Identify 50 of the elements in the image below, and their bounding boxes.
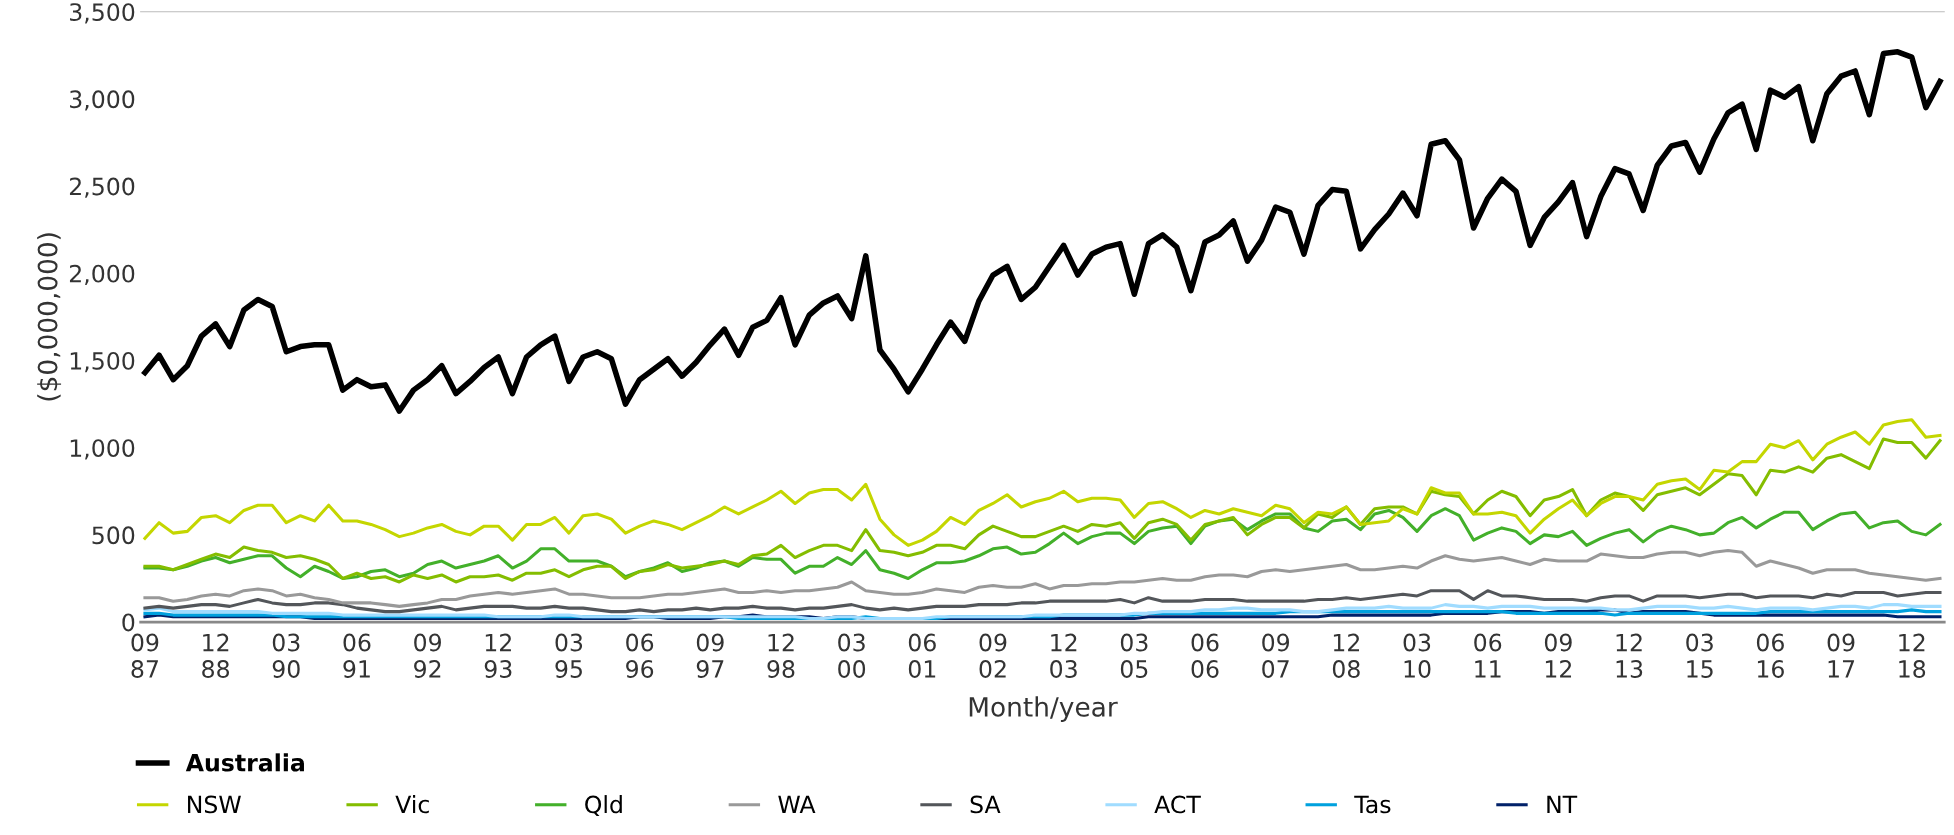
- x-tick-label: 03 10: [1403, 633, 1431, 678]
- x-tick-label: 09 87: [131, 633, 159, 678]
- legend-label: NT: [1547, 795, 1578, 814]
- x-tick-label: 09 97: [696, 633, 724, 678]
- y-tick-label: 3,000: [70, 90, 135, 111]
- x-tick-label: 09 07: [1262, 633, 1290, 678]
- y-tick-label: 1,500: [70, 351, 135, 373]
- line-series: [143, 589, 1942, 614]
- legend-label: SA: [970, 795, 1001, 814]
- x-tick-label: 12 93: [484, 633, 512, 678]
- y-axis-title: ($0,000,000): [37, 233, 62, 401]
- x-tick-label: 03 00: [838, 633, 866, 678]
- y-tick-label: 1,000: [70, 439, 135, 460]
- legend-label: Qld: [585, 795, 622, 817]
- x-tick-label: 06 16: [1756, 633, 1784, 678]
- y-tick-label: 3,500: [70, 3, 135, 24]
- y-tick-label: 2,000: [69, 264, 135, 285]
- x-tick-label: 06 96: [626, 633, 654, 678]
- x-tick-label: 12 03: [1050, 633, 1077, 678]
- x-tick-label: 12 08: [1332, 633, 1360, 678]
- legend-label: NSW: [188, 795, 241, 814]
- x-tick-label: 03 95: [555, 633, 583, 678]
- legend-label: Tas: [1354, 795, 1391, 814]
- x-tick-label: 03 90: [272, 633, 300, 678]
- line-series: [143, 437, 1942, 584]
- x-tick-label: 09 12: [1544, 633, 1572, 678]
- x-tick-label: 12 18: [1899, 633, 1926, 678]
- legend-label: Australia: [185, 753, 304, 772]
- legend-label: WA: [778, 795, 816, 814]
- x-tick-label: 06 01: [908, 633, 936, 678]
- x-tick-label: 06 06: [1191, 633, 1219, 678]
- line-series: [143, 603, 1942, 621]
- x-axis-title: Month/year: [969, 696, 1118, 722]
- x-tick-label: 03 05: [1120, 633, 1148, 678]
- x-tick-label: 12 98: [767, 633, 795, 678]
- x-tick-label: 12 13: [1616, 633, 1643, 678]
- y-tick-label: 500: [92, 526, 135, 545]
- legend-label: ACT: [1154, 795, 1201, 814]
- x-tick-label: 09 02: [979, 633, 1007, 678]
- x-tick-label: 12 88: [202, 633, 230, 678]
- legend-label: Vic: [395, 795, 429, 814]
- x-tick-label: 09 17: [1827, 633, 1855, 678]
- y-tick-label: 2,500: [69, 177, 135, 198]
- x-tick-label: 03 15: [1686, 633, 1713, 678]
- line-series: [143, 418, 1942, 547]
- x-tick-label: 09 92: [414, 633, 441, 678]
- x-tick-label: 06 91: [343, 633, 371, 678]
- y-tick-label: 0: [122, 613, 135, 632]
- line-series: [143, 549, 1942, 608]
- x-tick-label: 06 11: [1474, 633, 1502, 678]
